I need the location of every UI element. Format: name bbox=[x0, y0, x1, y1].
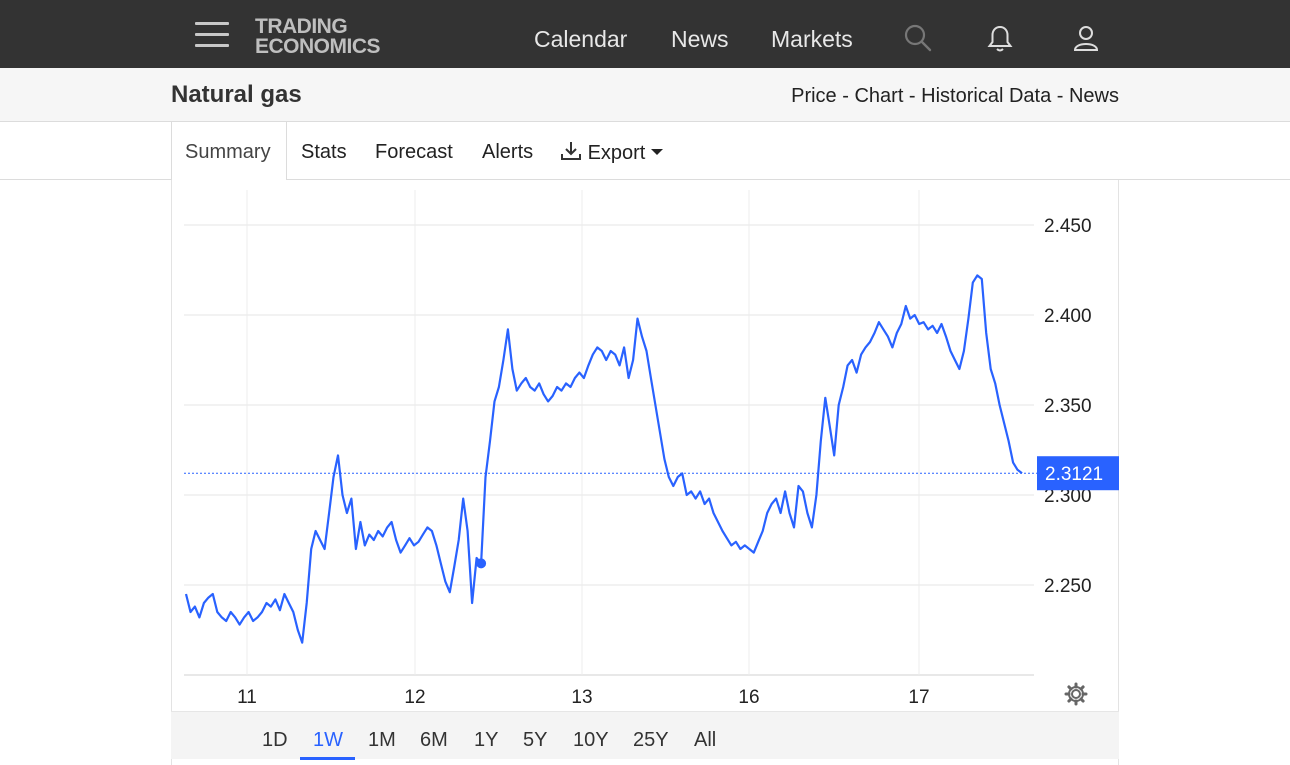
range-1w[interactable]: 1W bbox=[313, 729, 343, 751]
tab-stats[interactable]: Stats bbox=[301, 141, 347, 163]
breadcrumb-separator: - bbox=[1051, 85, 1069, 107]
y-tick-label: 2.350 bbox=[1044, 396, 1092, 417]
chart-grid bbox=[184, 190, 1034, 676]
tab-summary[interactable]: Summary bbox=[185, 141, 271, 163]
range-1d[interactable]: 1D bbox=[262, 729, 288, 751]
breadcrumb: Price - Chart - Historical Data - News bbox=[791, 85, 1119, 108]
breadcrumb-chart[interactable]: Chart bbox=[854, 85, 904, 107]
x-tick-label: 13 bbox=[571, 687, 592, 708]
page-header: Natural gas Price - Chart - Historical D… bbox=[0, 68, 1290, 122]
range-10y[interactable]: 10Y bbox=[573, 729, 609, 751]
price-chart[interactable]: 2.250 2.300 2.350 2.400 2.450 11 12 13 16 17 2.3… bbox=[172, 180, 1120, 711]
range-25y[interactable]: 25Y bbox=[633, 729, 669, 751]
chart-panel: 2.250 2.300 2.350 2.400 2.450 11 12 13 16 17 2.3… bbox=[171, 180, 1119, 765]
y-tick-label: 2.450 bbox=[1044, 216, 1092, 237]
y-tick-label: 2.300 bbox=[1044, 486, 1092, 507]
y-axis-labels: 2.250 2.300 2.350 2.400 2.450 bbox=[1044, 216, 1092, 597]
page-title: Natural gas bbox=[171, 81, 302, 108]
tab-active-indicator bbox=[171, 122, 287, 180]
breadcrumb-news[interactable]: News bbox=[1068, 85, 1119, 107]
y-tick-label: 2.250 bbox=[1044, 576, 1092, 597]
last-price-value: 2.3121 bbox=[1045, 464, 1103, 485]
price-line bbox=[184, 274, 1023, 644]
x-axis-labels: 11 12 13 16 17 bbox=[237, 687, 929, 708]
tab-forecast[interactable]: Forecast bbox=[375, 141, 453, 163]
tab-alerts[interactable]: Alerts bbox=[482, 141, 534, 163]
chart-settings-icon[interactable] bbox=[1064, 682, 1088, 706]
logo-line-2: ECONOMICS bbox=[255, 35, 381, 58]
search-icon[interactable] bbox=[903, 23, 933, 53]
x-tick-label: 16 bbox=[738, 687, 759, 708]
tab-export[interactable]: Export bbox=[560, 141, 663, 165]
download-icon bbox=[561, 142, 581, 160]
caret-down-icon bbox=[650, 149, 663, 155]
tab-bar: Summary Stats Forecast Alerts Export bbox=[0, 122, 1290, 180]
x-tick-label: 12 bbox=[404, 687, 425, 708]
last-price-badge bbox=[1037, 456, 1119, 491]
x-tick-label: 11 bbox=[237, 687, 257, 708]
site-logo[interactable]: TRADING ECONOMICS bbox=[255, 15, 425, 61]
range-selector: 1D 1W 1M 6M 1Y 5Y 10Y 25Y All bbox=[171, 711, 1119, 759]
x-tick-label: 17 bbox=[908, 687, 929, 708]
bell-icon[interactable] bbox=[985, 23, 1015, 53]
logo-line-1: TRADING bbox=[255, 15, 348, 38]
range-6m[interactable]: 6M bbox=[420, 729, 448, 751]
menu-icon[interactable] bbox=[195, 22, 229, 48]
breadcrumb-historical-data[interactable]: Historical Data bbox=[921, 85, 1052, 107]
user-icon[interactable] bbox=[1071, 23, 1101, 53]
range-active-indicator bbox=[300, 757, 355, 760]
top-navbar: TRADING ECONOMICS Calendar News Markets bbox=[0, 0, 1290, 68]
nav-markets[interactable]: Markets bbox=[771, 26, 853, 52]
nav-news[interactable]: News bbox=[671, 26, 729, 52]
breadcrumb-price[interactable]: Price bbox=[791, 85, 837, 107]
range-5y[interactable]: 5Y bbox=[523, 729, 548, 751]
nav-calendar[interactable]: Calendar bbox=[534, 26, 628, 52]
y-tick-label: 2.400 bbox=[1044, 306, 1092, 327]
range-1m[interactable]: 1M bbox=[368, 729, 396, 751]
breadcrumb-separator: - bbox=[836, 85, 855, 107]
export-label: Export bbox=[587, 142, 646, 164]
hover-marker bbox=[476, 558, 487, 569]
range-all[interactable]: All bbox=[694, 729, 717, 751]
breadcrumb-separator: - bbox=[903, 85, 922, 107]
range-1y[interactable]: 1Y bbox=[474, 729, 499, 751]
